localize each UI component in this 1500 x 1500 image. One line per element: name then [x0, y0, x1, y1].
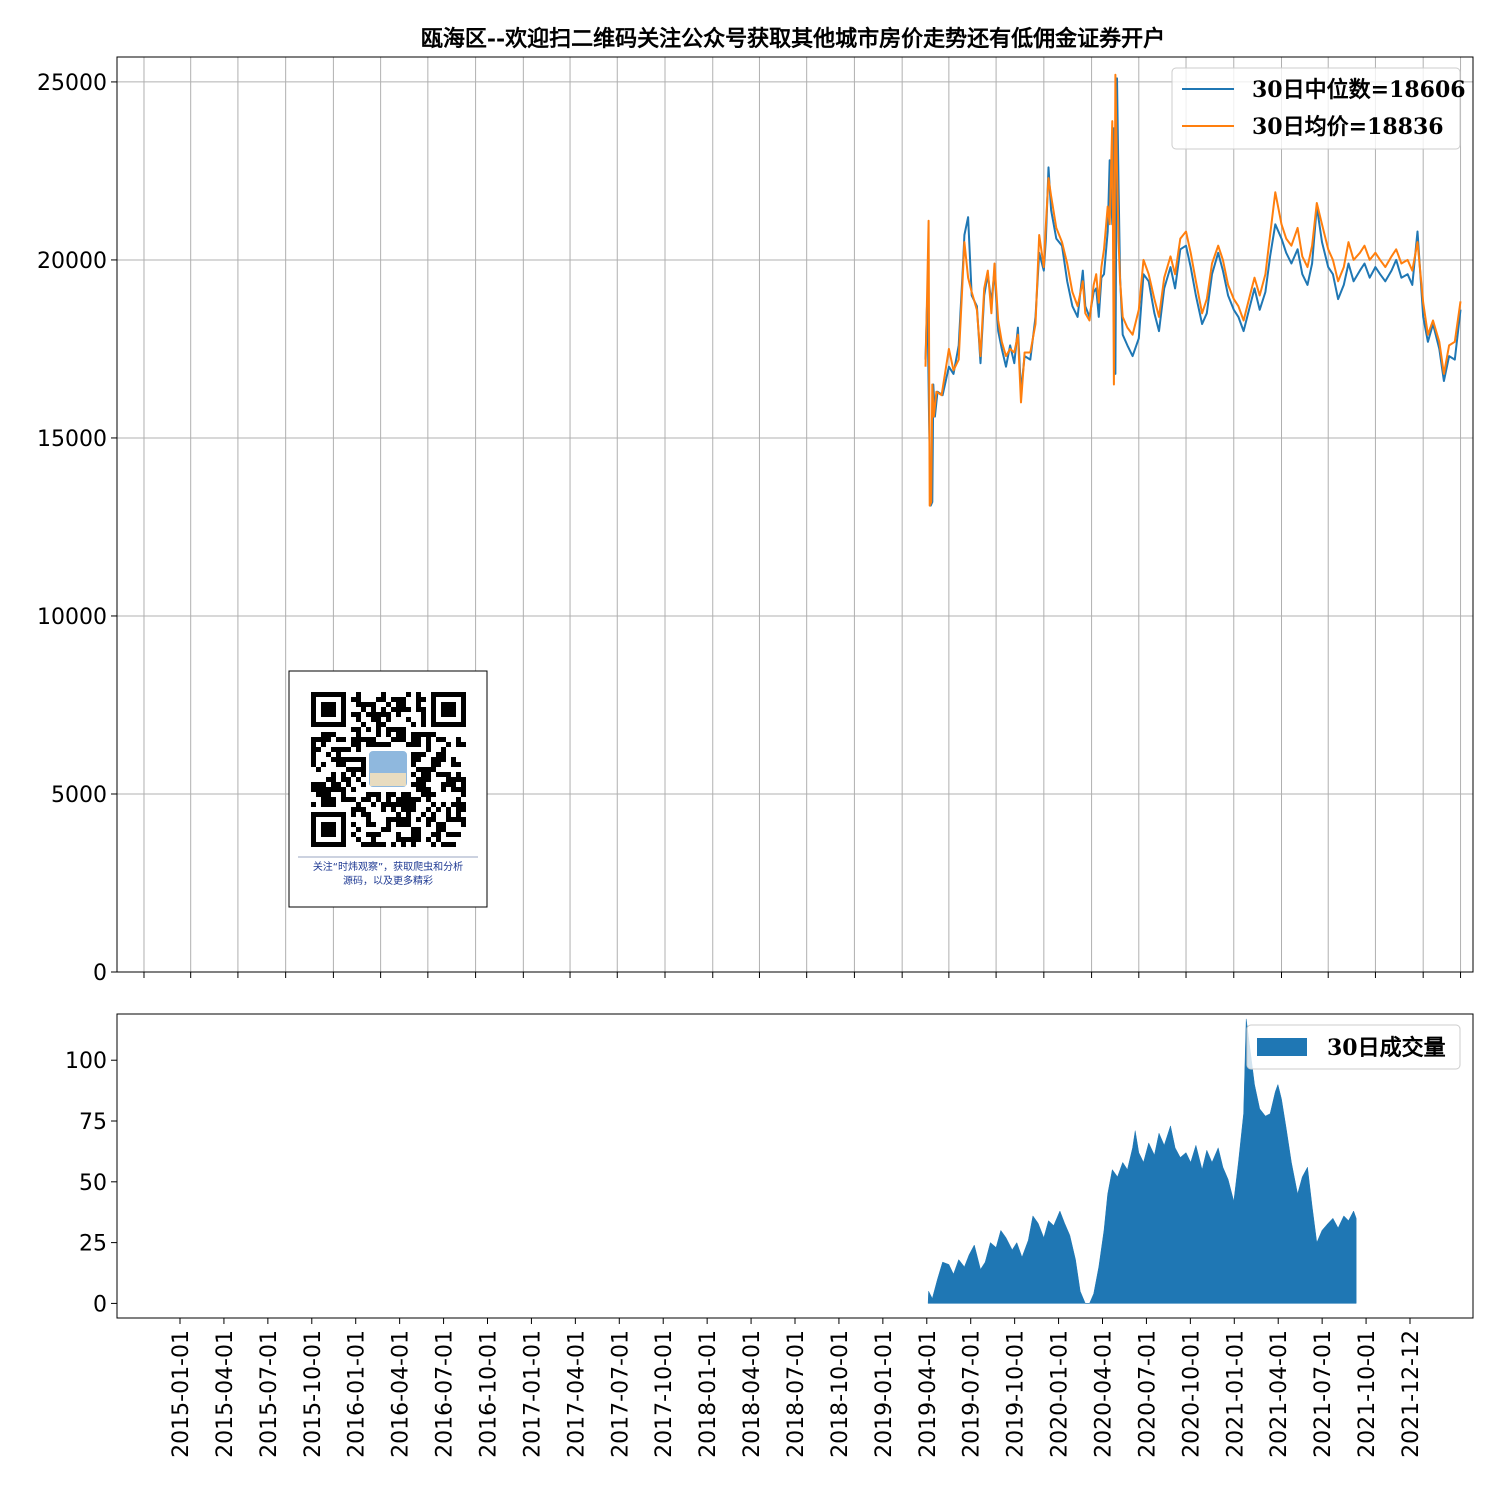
bottom-x-tick-label: 2016-07-01	[433, 1330, 458, 1458]
top-y-tick-label: 0	[93, 961, 107, 986]
bottom-x-tick-label: 2021-01-01	[1223, 1330, 1248, 1458]
qr-avatar-beach	[370, 773, 406, 786]
qr-caption-line1: 关注“时炜观察”，获取爬虫和分析	[313, 860, 463, 873]
top-lines	[924, 73, 1462, 507]
bottom-y-axis: 0 25 50 75 100	[65, 1049, 117, 1317]
bottom-x-tick-label: 2019-01-01	[872, 1330, 897, 1458]
top-y-tick-label: 5000	[51, 783, 107, 808]
bottom-x-tick-label: 2021-10-01	[1355, 1330, 1380, 1458]
legend-median-label: 30日中位数=18606	[1252, 77, 1466, 103]
bottom-x-tick-label: 2020-04-01	[1092, 1330, 1117, 1458]
bottom-area	[927, 1018, 1357, 1304]
bottom-y-tick-label: 50	[79, 1171, 107, 1196]
top-x-axis	[143, 972, 1462, 978]
bottom-y-tick-label: 75	[79, 1110, 107, 1135]
bottom-x-tick-label: 2015-04-01	[213, 1330, 238, 1458]
bottom-x-tick-label: 2017-04-01	[564, 1330, 589, 1458]
bottom-x-tick-label: 2019-04-01	[916, 1330, 941, 1458]
top-legend: 30日中位数=18606 30日均价=18836	[1171, 67, 1466, 150]
legend-mean-label: 30日均价=18836	[1252, 114, 1444, 140]
bottom-y-tick-label: 0	[93, 1292, 107, 1317]
top-y-tick-label: 15000	[37, 427, 107, 452]
legend-volume-label: 30日成交量	[1327, 1035, 1446, 1061]
bottom-x-tick-label: 2019-07-01	[960, 1330, 985, 1458]
bottom-x-axis: 2015-01-01 2015-04-01 2015-07-01 2015-10-01…	[169, 1318, 1424, 1458]
qr-code-image	[311, 692, 466, 847]
bottom-x-tick-label: 2017-07-01	[608, 1330, 633, 1458]
bottom-x-tick-label: 2016-01-01	[345, 1330, 370, 1458]
bottom-x-tick-label: 2020-10-01	[1179, 1330, 1204, 1458]
bottom-y-tick-label: 25	[79, 1232, 107, 1257]
bottom-x-tick-label: 2018-07-01	[784, 1330, 809, 1458]
bottom-x-tick-label: 2017-01-01	[520, 1330, 545, 1458]
top-y-tick-label: 25000	[37, 71, 107, 96]
bottom-x-tick-label: 2021-07-01	[1311, 1330, 1336, 1458]
bottom-x-tick-label: 2015-07-01	[257, 1330, 282, 1458]
volume-area	[927, 1018, 1357, 1304]
bottom-x-tick-label: 2018-10-01	[828, 1330, 853, 1458]
bottom-x-tick-label: 2016-10-01	[477, 1330, 502, 1458]
top-y-tick-label: 20000	[37, 249, 107, 274]
bottom-y-tick-label: 100	[65, 1049, 107, 1074]
top-y-tick-label: 10000	[37, 605, 107, 630]
bottom-x-tick-label: 2015-10-01	[301, 1330, 326, 1458]
top-plot-frame	[116, 56, 1474, 973]
bottom-x-tick-label: 2019-10-01	[1004, 1330, 1029, 1458]
bottom-x-tick-label: 2018-01-01	[696, 1330, 721, 1458]
bottom-x-tick-label: 2020-07-01	[1135, 1330, 1160, 1458]
qr-code-box: 关注“时炜观察”，获取爬虫和分析 源码，以及更多精彩	[288, 670, 488, 908]
legend-volume-swatch	[1257, 1038, 1307, 1056]
bottom-legend: 30日成交量	[1246, 1024, 1461, 1070]
bottom-x-tick-label: 2018-04-01	[740, 1330, 765, 1458]
bottom-x-tick-label: 2017-10-01	[652, 1330, 677, 1458]
mean-price-line	[924, 73, 1462, 507]
bottom-x-tick-label: 2021-04-01	[1267, 1330, 1292, 1458]
qr-caption-line2: 源码，以及更多精彩	[343, 874, 433, 887]
bottom-x-tick-label: 2021-12-12	[1399, 1330, 1424, 1458]
top-y-axis: 0 5000 10000 15000 20000 25000	[37, 71, 117, 986]
bottom-x-tick-label: 2016-04-01	[389, 1330, 414, 1458]
chart-title: 瓯海区--欢迎扫二维码关注公众号获取其他城市房价走势还有低佣金证券开户	[421, 26, 1165, 52]
bottom-x-tick-label: 2020-01-01	[1048, 1330, 1073, 1458]
bottom-x-tick-label: 2015-01-01	[169, 1330, 194, 1458]
